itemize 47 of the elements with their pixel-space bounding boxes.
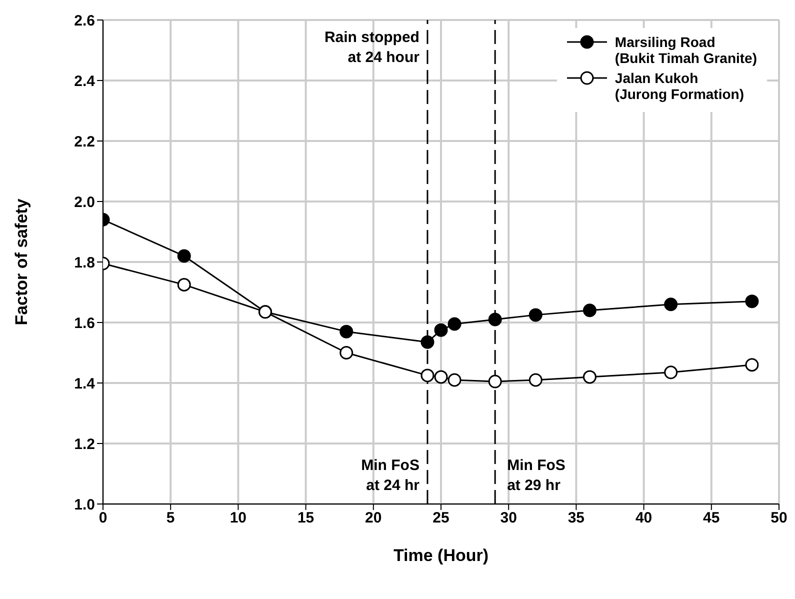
point: [664, 298, 678, 312]
point: [340, 324, 354, 338]
y-tick-label: 1.8: [74, 254, 95, 272]
x-tick-label: 30: [500, 510, 517, 527]
point: [488, 374, 502, 388]
point: [528, 308, 542, 322]
annotation: Min FoS at 24 hr: [361, 457, 420, 494]
x-tick-label: 45: [703, 510, 720, 527]
point: [177, 249, 191, 263]
point: [745, 294, 759, 308]
x-tick-label: 5: [166, 510, 175, 527]
point: [745, 358, 759, 372]
point: [448, 317, 462, 331]
ref-line-label: Rain stopped at 24 hour: [324, 29, 420, 66]
point: [420, 335, 434, 349]
x-tick-label: 0: [98, 510, 108, 527]
point: [448, 373, 462, 387]
point: [177, 278, 191, 292]
y-tick-label: 2.2: [74, 133, 95, 150]
point: [528, 373, 542, 387]
x-tick-label: 40: [635, 510, 652, 527]
point: [420, 368, 434, 382]
x-tick-label: 50: [770, 510, 788, 527]
y-tick-label: 1.4: [74, 375, 96, 392]
x-tick-label: 10: [230, 510, 247, 527]
y-tick-label: 2.0: [74, 194, 95, 211]
point: [434, 370, 448, 384]
legend-label: Jalan Kukoh (Jurong Formation): [614, 70, 744, 102]
x-tick-label: 20: [365, 510, 382, 527]
point: [434, 323, 448, 337]
y-tick-label: 2.6: [74, 12, 95, 30]
y-tick-label: 1.0: [74, 496, 95, 514]
x-tick-label: 15: [297, 510, 314, 527]
x-axis-title: Time (Hour): [393, 546, 489, 565]
point: [582, 304, 596, 318]
y-tick-label: 1.6: [74, 314, 95, 332]
point: [488, 312, 502, 326]
y-tick-label: 2.4: [74, 72, 96, 90]
point: [582, 370, 596, 384]
y-tick-label: 1.2: [74, 436, 95, 453]
point: [340, 346, 354, 360]
ref-line-label: Min FoS at 29 hr: [507, 457, 566, 494]
x-tick-label: 35: [568, 510, 585, 527]
x-tick-label: 25: [432, 510, 450, 527]
y-axis-title: Factor of safety: [12, 198, 32, 326]
legend-label: Marsiling Road (Bukit Timah Granite): [614, 34, 757, 66]
point: [664, 366, 678, 380]
